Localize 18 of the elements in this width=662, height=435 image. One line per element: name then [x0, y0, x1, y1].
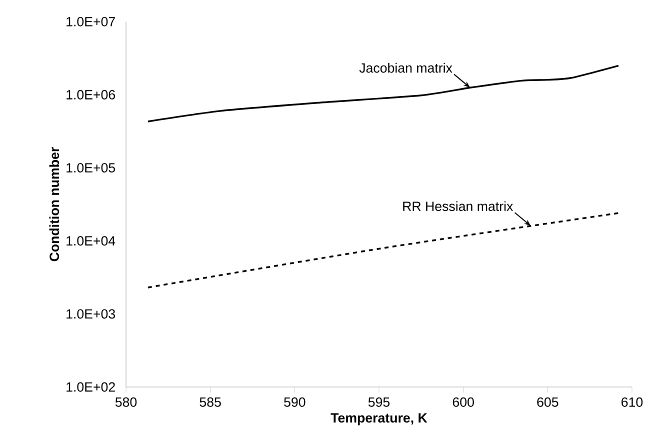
- x-tick-label: 595: [368, 397, 390, 407]
- x-tick-label: 600: [452, 397, 474, 407]
- y-tick-label: 1.0E+03: [66, 309, 116, 319]
- y-tick-label: 1.0E+04: [66, 236, 116, 246]
- line-series: [147, 64, 620, 122]
- y-tick-label: 1.0E+07: [66, 16, 115, 26]
- annotation: RR Hessian matrix: [403, 201, 514, 212]
- x-tick-label: 585: [200, 397, 221, 407]
- x-tick-label: 580: [115, 397, 137, 407]
- x-tick-label: 590: [284, 397, 306, 407]
- y-axis-title: Condition number: [49, 147, 60, 262]
- x-axis-title: Temperature, K: [330, 413, 428, 426]
- y-tick-label: 1.0E+05: [66, 163, 116, 173]
- annotation: Jacobian matrix: [359, 62, 452, 73]
- x-tick-label: 610: [622, 397, 643, 407]
- x-tick-label: 605: [537, 397, 558, 407]
- y-tick-label: 1.0E+06: [66, 90, 116, 100]
- y-tick-label: 1.0E+02: [66, 382, 115, 392]
